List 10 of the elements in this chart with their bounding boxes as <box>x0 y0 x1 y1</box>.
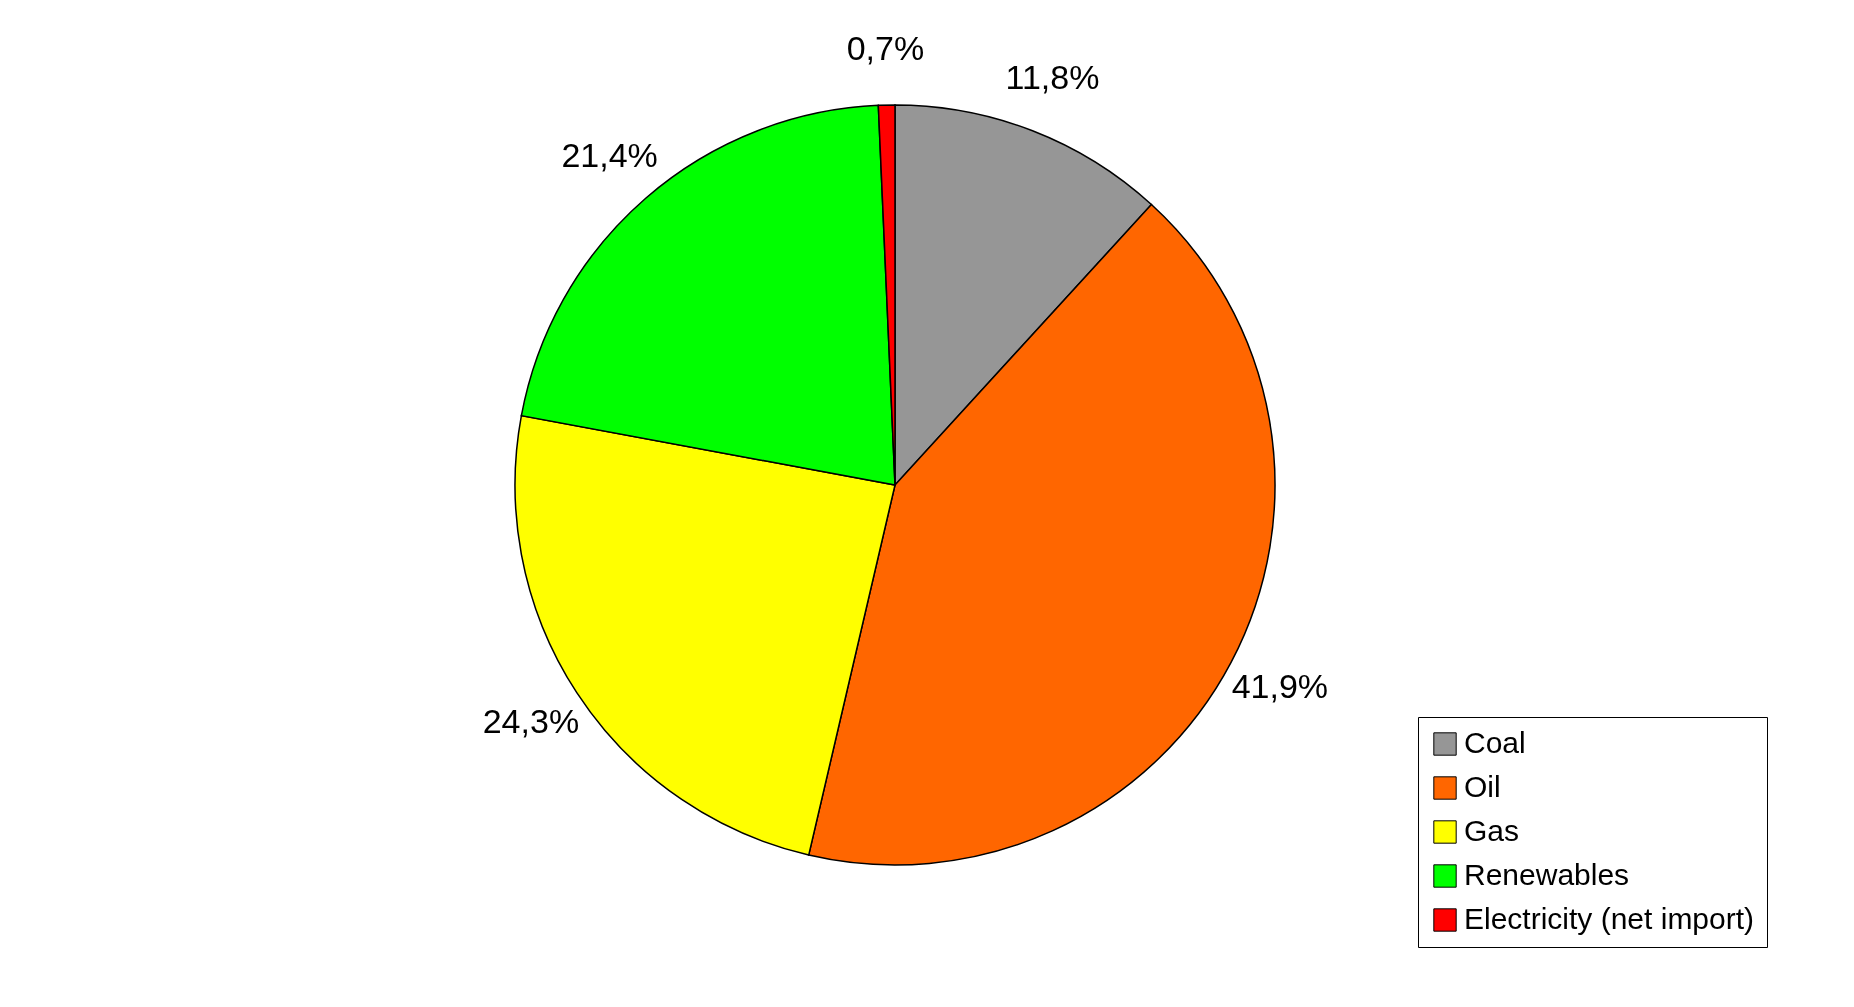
legend-label: Gas <box>1464 814 1520 847</box>
legend-label: Oil <box>1464 770 1501 803</box>
data-label: 21,4% <box>561 135 658 174</box>
data-label: 24,3% <box>482 702 580 741</box>
data-label: 0,7% <box>846 29 925 68</box>
data-label: 41,9% <box>1231 666 1329 705</box>
legend-label: Renewables <box>1464 858 1630 891</box>
data-label: 11,8% <box>1005 58 1100 97</box>
legend-label: Electricity (net import) <box>1464 902 1755 935</box>
legend-label: Coal <box>1464 726 1526 759</box>
